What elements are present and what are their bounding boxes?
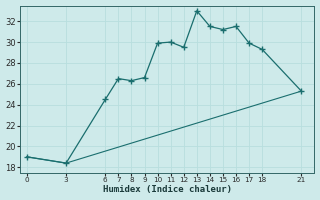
- X-axis label: Humidex (Indice chaleur): Humidex (Indice chaleur): [103, 185, 232, 194]
